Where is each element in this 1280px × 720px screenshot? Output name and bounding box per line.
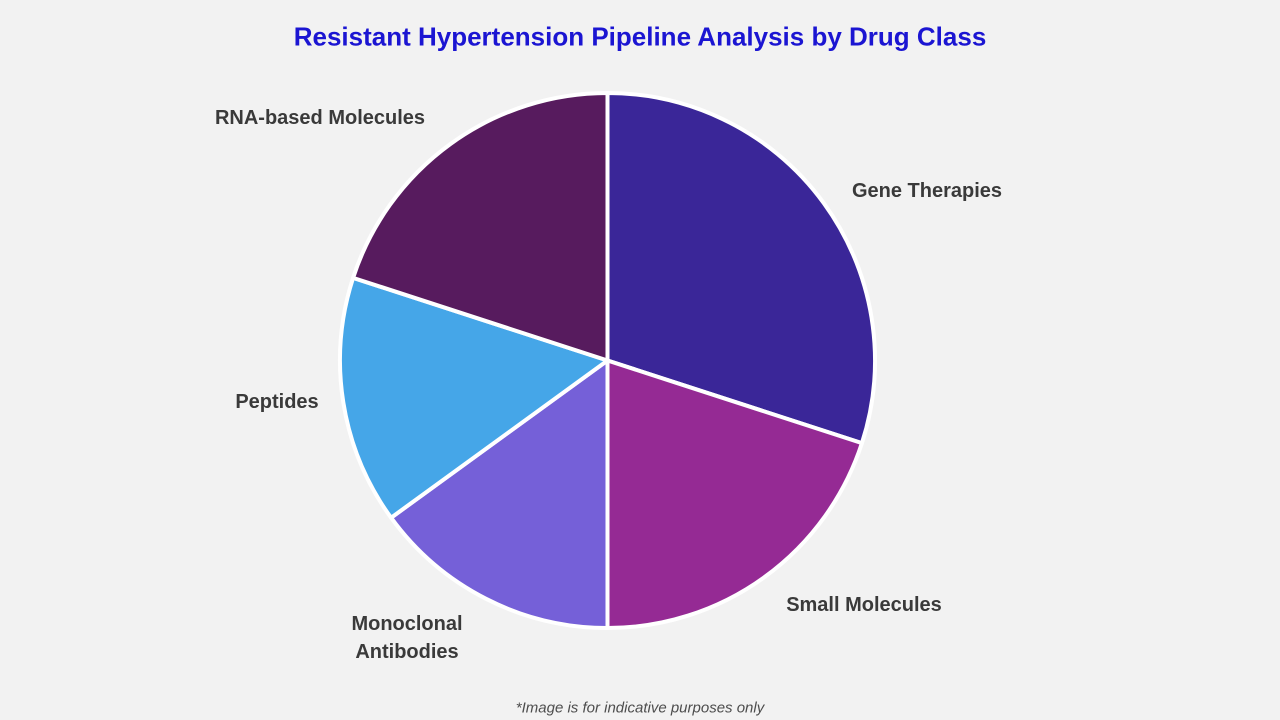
pie-label-rna-based-molecules: RNA-based Molecules: [214, 107, 426, 129]
pie-label-monoclonal-antibodies: Monoclonal Antibodies: [351, 613, 463, 663]
pie-label-peptides: Peptides: [235, 391, 319, 413]
pie-slice-peptides: [338, 275, 610, 520]
footnote: *Image is for indicative purposes only: [515, 699, 765, 717]
pie-slice-monoclonal-antibodies: [389, 358, 610, 630]
pie-slice-gene-therapies: [605, 91, 877, 446]
pie-slice-small-molecules: [605, 358, 864, 630]
chart-title: Resistant Hypertension Pipeline Analysis…: [293, 21, 987, 52]
pie-slice-rna-based-molecules: [351, 91, 610, 363]
pie-label-gene-therapies: Gene Therapies: [851, 180, 1003, 202]
pie-label-small-molecules: Small Molecules: [786, 594, 942, 616]
